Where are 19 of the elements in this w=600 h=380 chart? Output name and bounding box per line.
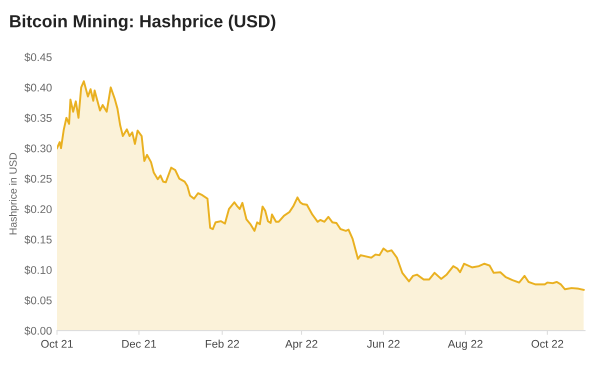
x-tick-label: Oct 21 xyxy=(41,340,73,348)
y-axis-title: Hashprice in USD xyxy=(9,152,19,234)
y-tick-label: $0.25 xyxy=(24,174,52,184)
x-tick-label: Aug 22 xyxy=(448,340,482,350)
chart-title: Bitcoin Mining: Hashprice (USD) xyxy=(10,14,276,31)
x-tick-label: Dec 21 xyxy=(122,340,156,348)
y-tick-label: $0.30 xyxy=(24,144,52,153)
y-tick-label: $0.10 xyxy=(24,266,52,275)
y-tick-label: $0.40 xyxy=(24,83,52,92)
x-tick-label: Feb 22 xyxy=(206,340,239,348)
y-tick-label: $0.00 xyxy=(24,326,52,336)
x-tick-label: Jun 22 xyxy=(366,340,400,348)
y-tick-label: $0.15 xyxy=(24,235,52,244)
y-tick-label: $0.45 xyxy=(24,52,52,62)
x-tick-label: Apr 22 xyxy=(285,340,318,350)
y-tick-label: $0.20 xyxy=(24,204,52,214)
y-tick-label: $0.05 xyxy=(24,296,52,305)
y-tick-label: $0.35 xyxy=(24,114,52,123)
x-tick-label: Oct 22 xyxy=(532,340,564,348)
